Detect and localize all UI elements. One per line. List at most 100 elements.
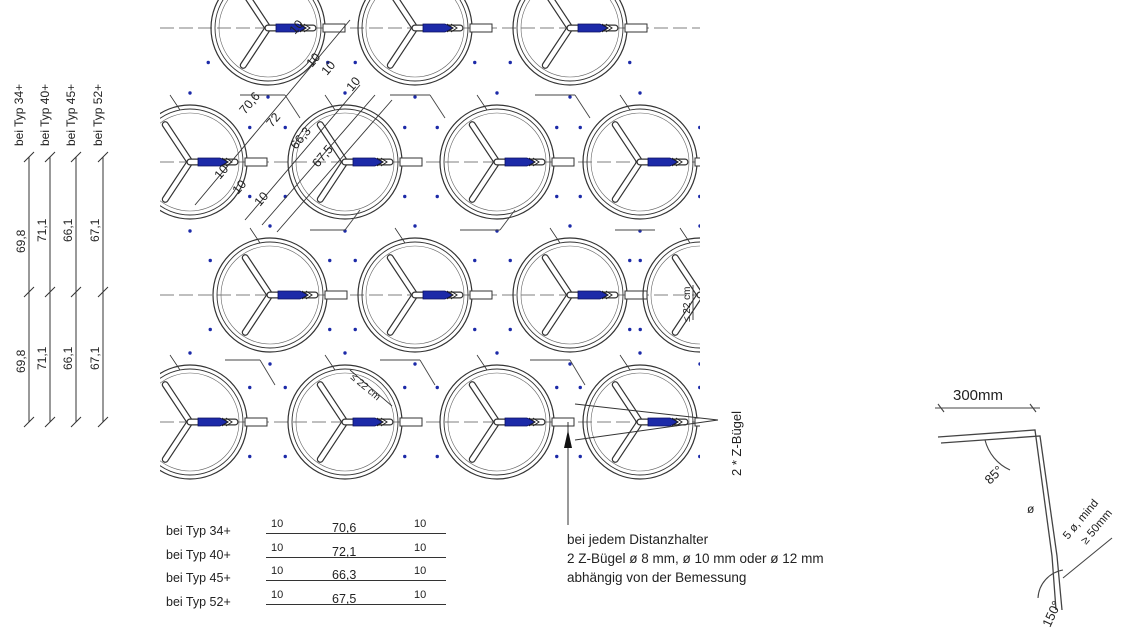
tie-dot xyxy=(473,60,477,65)
marker-chevron xyxy=(671,157,683,167)
pile-core-ring xyxy=(295,112,395,212)
pile-core-ring xyxy=(220,245,320,345)
blue-marker xyxy=(352,157,384,167)
marker-chevron xyxy=(376,157,388,167)
hatch-line xyxy=(619,354,631,371)
pile-core-ring xyxy=(447,112,547,212)
blue-marker xyxy=(504,417,536,427)
pile-core-ring xyxy=(590,112,690,212)
connector-bar xyxy=(755,291,777,299)
tie-dot xyxy=(473,327,477,332)
dim-row-line xyxy=(266,556,446,558)
tie-dot xyxy=(248,125,252,130)
blue-marker xyxy=(352,417,384,427)
blue-marker xyxy=(277,290,309,300)
left-type-34: bei Typ 34+ xyxy=(12,84,26,146)
pile-inner-ring xyxy=(160,368,244,476)
tie-dot xyxy=(129,455,132,458)
pile-core-ring xyxy=(365,0,465,78)
marker-chevron xyxy=(446,290,458,300)
pile-inner-ring xyxy=(214,0,322,82)
dim-row-a: 10 xyxy=(271,541,284,554)
tie-dot xyxy=(568,362,572,366)
connector-bar xyxy=(694,157,700,167)
tie-dot xyxy=(208,327,212,332)
left-type-45: bei Typ 45+ xyxy=(64,84,78,146)
tie-dot xyxy=(698,454,700,459)
dim-row-type: bei Typ 45+ xyxy=(166,571,231,585)
blue-marker xyxy=(647,157,679,167)
left-lower-52: 67,1 xyxy=(88,346,102,370)
tie-dot xyxy=(328,258,332,263)
spacer-arm-fill xyxy=(542,25,573,68)
note-line-3: abhängig von der Bemessung xyxy=(567,570,747,585)
tie-dot xyxy=(495,91,499,95)
tie-dot xyxy=(435,194,439,199)
tie-dot xyxy=(343,91,347,95)
pile-core-ring xyxy=(447,372,547,472)
dim-row-c: 10 xyxy=(414,518,427,530)
marker-chevron xyxy=(301,290,313,300)
hatch-line xyxy=(169,354,181,371)
blue-marker xyxy=(504,157,536,167)
tie-dot xyxy=(508,258,512,263)
connector-bar xyxy=(624,23,648,33)
tie-dot xyxy=(188,229,192,233)
spacer-arm-fill xyxy=(162,419,193,462)
hatch-line xyxy=(394,227,406,244)
pile-core-ring xyxy=(650,245,700,345)
tie-dot xyxy=(578,194,582,199)
tie-dot xyxy=(638,489,641,492)
tie-dot xyxy=(568,224,572,228)
note-line-1: bei jedem Distanzhalter xyxy=(567,532,709,547)
left-type-52: bei Typ 52+ xyxy=(91,84,105,146)
tie-dot xyxy=(328,327,332,332)
marker-chevron xyxy=(528,157,540,167)
dim-row-type: bei Typ 40+ xyxy=(166,547,231,562)
spacer-arm-fill xyxy=(393,0,418,31)
pile-inner-ring xyxy=(586,368,694,476)
spacer-arm-fill xyxy=(162,159,193,202)
pile-core-ring xyxy=(520,245,620,345)
pile-outer-ring xyxy=(210,0,326,86)
tie-dot xyxy=(326,60,330,65)
tie-dot xyxy=(413,362,417,366)
dim-row-a: 10 xyxy=(271,588,284,601)
blue-marker xyxy=(577,290,609,300)
hex-link xyxy=(259,359,276,386)
tie-dot xyxy=(638,91,642,95)
hex-link xyxy=(569,359,586,386)
dim-row-b: 67,5 xyxy=(332,591,357,606)
dim-row-52: bei Typ 52+ 10 67,5 10 xyxy=(166,589,446,613)
pile-inner-ring xyxy=(516,241,624,349)
tie-dot xyxy=(129,195,132,198)
detail-angle-bottom: 150° xyxy=(1039,599,1064,630)
spacer-arm-fill xyxy=(548,0,573,31)
pile-inner-ring xyxy=(646,241,700,349)
tie-dot xyxy=(129,126,132,129)
tie-dot xyxy=(403,454,407,459)
blue-marker xyxy=(422,290,454,300)
detail-width: 300mm xyxy=(953,387,1003,404)
pile-plan xyxy=(129,0,777,492)
left-upper-40: 71,1 xyxy=(35,218,49,242)
tie-dot xyxy=(283,385,287,390)
pile-inner-ring xyxy=(361,241,469,349)
connector-bar xyxy=(244,157,268,167)
tie-dot xyxy=(435,125,439,130)
left-lower-34: 69,8 xyxy=(14,349,28,373)
pile-core-ring xyxy=(520,0,620,78)
tie-dot xyxy=(508,60,512,65)
tie-dot xyxy=(698,125,700,130)
left-upper-34: 69,8 xyxy=(14,229,28,253)
tie-dot xyxy=(578,125,582,130)
connector-bar xyxy=(469,290,493,300)
tie-dot xyxy=(353,60,357,65)
dim-row-b: 66,3 xyxy=(332,568,357,582)
dim-row-c: 10 xyxy=(414,565,427,577)
tie-dot xyxy=(353,327,357,332)
spacer-arm-fill xyxy=(387,255,418,298)
pile-inner-ring xyxy=(586,108,694,216)
blue-marker xyxy=(708,291,738,299)
